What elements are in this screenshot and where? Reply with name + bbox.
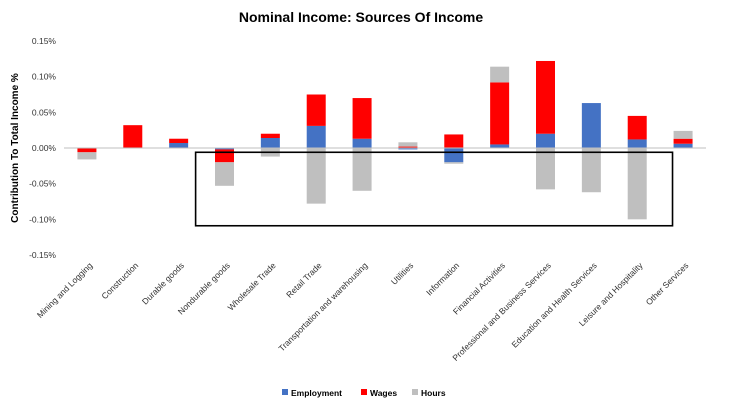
bar-hours (581, 148, 601, 193)
bar-wages (123, 125, 143, 148)
bar-wages (352, 98, 372, 139)
legend-swatch-hours (412, 389, 418, 395)
y-tick-label: -0.10% (29, 214, 56, 224)
x-tick-label: Durable goods (140, 260, 186, 306)
bar-wages (169, 138, 189, 144)
plot-area (77, 60, 693, 220)
bar-employment (673, 143, 693, 148)
y-axis-label: Contribution To Total Income % (10, 73, 21, 223)
legend-label-employment: Employment (291, 388, 342, 398)
bar-wages (260, 133, 280, 139)
bar-wages (215, 149, 234, 163)
bar-employment (627, 139, 647, 148)
x-tick-label: Other Services (644, 260, 691, 307)
y-tick-label: 0.10% (32, 72, 57, 82)
bar-employment (581, 103, 601, 148)
bar-employment (536, 133, 555, 148)
bar-employment (398, 148, 418, 150)
bar-wages (77, 148, 97, 153)
bar-hours (77, 152, 97, 160)
bar-hours (673, 130, 693, 139)
bar-employment (444, 148, 464, 163)
annotation-layer (194, 151, 674, 227)
x-tick-label: Information (424, 260, 461, 297)
bar-hours (306, 148, 326, 204)
bar-employment (260, 138, 280, 148)
bar-wages (536, 60, 555, 134)
bar-employment (352, 138, 372, 148)
bar-hours (352, 148, 372, 191)
bar-hours (398, 142, 418, 147)
x-tick-label: Retail Trade (284, 260, 324, 300)
x-tick-label: Transportation and warehousing (276, 260, 369, 353)
y-tick-label: 0.00% (32, 143, 57, 153)
y-tick-label: 0.05% (32, 107, 57, 117)
legend: Employment Wages Hours (282, 388, 446, 398)
bar-hours (490, 66, 510, 83)
x-tick-label: Education and Health Services (509, 260, 598, 349)
bar-hours (627, 148, 647, 220)
y-axis: 0.15% 0.10% 0.05% 0.00% -0.05% -0.10% -0.15% (29, 36, 56, 260)
bar-wages (398, 146, 418, 148)
legend-label-wages: Wages (370, 388, 397, 398)
bar-wages (490, 82, 510, 145)
x-tick-label: Wholesale Trade (226, 260, 278, 312)
bar-wages (673, 138, 693, 144)
legend-swatch-employment (282, 389, 288, 395)
bar-employment (215, 148, 234, 150)
legend-swatch-wages (361, 389, 367, 395)
bar-wages (627, 115, 647, 140)
bar-hours (215, 162, 234, 186)
x-tick-label: Professional and Business Services (450, 260, 553, 363)
x-tick-label: Construction (99, 260, 140, 301)
highlight-box (194, 151, 674, 227)
chart-title: Nominal Income: Sources Of Income (239, 9, 483, 25)
bar-wages (306, 94, 326, 126)
x-tick-label: Mining and Logging (35, 260, 95, 320)
y-tick-label: -0.05% (29, 179, 56, 189)
y-tick-label: 0.15% (32, 36, 57, 46)
bar-employment (490, 144, 510, 148)
bar-employment (306, 125, 326, 148)
bar-wages (444, 134, 464, 148)
y-tick-label: -0.15% (29, 250, 56, 260)
x-tick-label: Utilities (389, 260, 415, 286)
legend-label-hours: Hours (421, 388, 446, 398)
bar-hours (536, 148, 555, 190)
x-axis: Mining and Logging Construction Durable go… (35, 260, 691, 363)
bar-employment (169, 143, 189, 148)
bar-hours (444, 162, 464, 164)
